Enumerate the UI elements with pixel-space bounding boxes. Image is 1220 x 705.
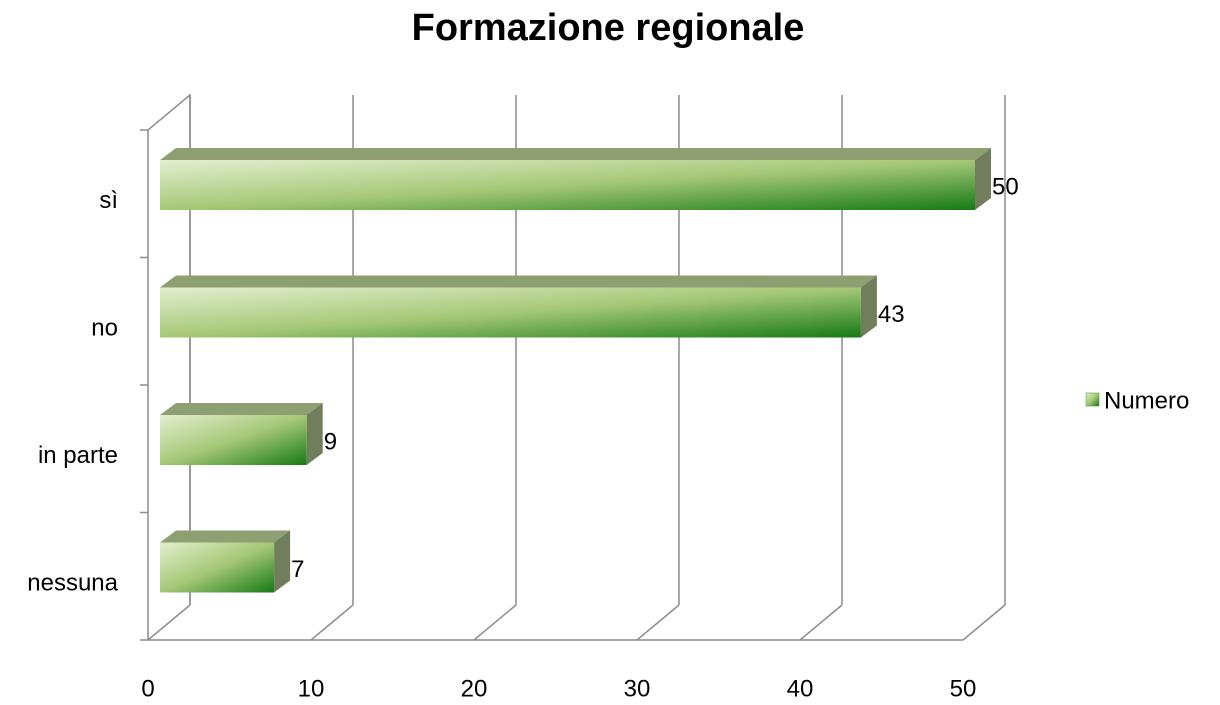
bar-side [274,530,291,593]
floor-line [799,604,843,641]
value-label: 50 [992,173,1019,200]
y-tick-label: in parte [38,442,118,469]
legend-label: Numero [1104,387,1189,414]
y-tick-label: sì [99,187,118,214]
bar-side [975,148,991,210]
chart-title: Formazione regionale [412,7,805,49]
y-tick-label: nessuna [27,570,118,597]
bar-top [160,275,877,288]
y-tick-label: no [91,315,118,342]
bar-side [306,403,323,465]
value-label: 9 [324,428,337,455]
x-tick-label: 20 [461,675,488,702]
bar [160,542,275,593]
floor-line [147,604,191,641]
bar-top [160,148,991,160]
floor-line [473,604,517,641]
bar [160,287,861,338]
bar [160,160,975,210]
value-label: 7 [291,556,304,583]
floor-line [310,604,354,641]
bar-top [160,403,323,415]
bar-top [160,530,291,543]
floor-line [636,604,680,641]
x-tick-label: 40 [787,675,814,702]
x-tick-label: 0 [141,675,154,702]
x-tick-label: 30 [624,675,651,702]
x-tick-label: 10 [298,675,325,702]
legend-swatch [1085,392,1100,407]
bar-side [860,275,877,338]
x-tick-label: 50 [950,675,977,702]
bar [160,415,307,465]
value-label: 43 [878,301,905,328]
floor-line [962,604,1006,641]
